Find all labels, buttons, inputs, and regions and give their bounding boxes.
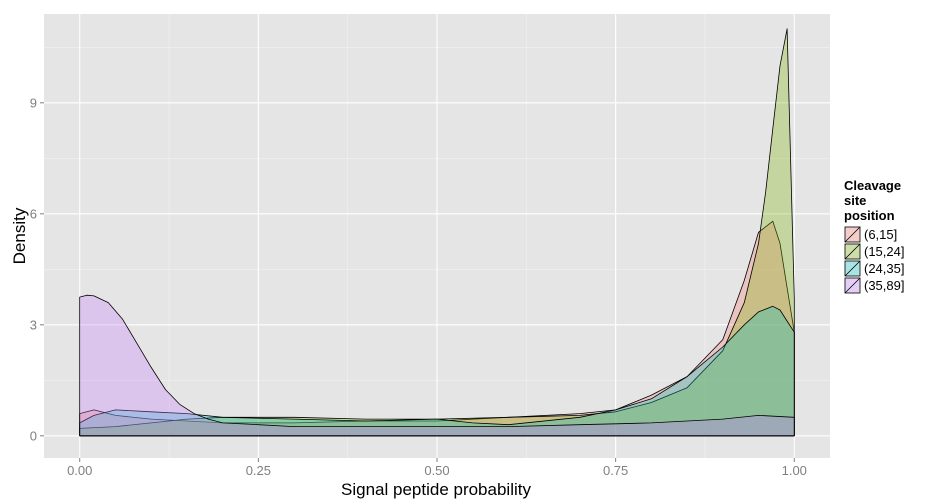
legend-label: (35,89] [864,278,904,293]
y-tick-label: 6 [30,206,37,221]
x-tick-label: 0.75 [603,463,628,478]
y-axis-title: Density [10,207,29,264]
x-tick-label: 1.00 [782,463,807,478]
legend-key-slash [844,260,861,277]
x-tick-label: 0.25 [246,463,271,478]
y-tick-label: 3 [30,317,37,332]
density-area-series-2 [79,28,795,437]
density-area-series-1 [79,220,795,437]
y-axis-ticks: 0 3 6 9 [30,95,44,443]
density-area-series-4 [79,294,795,437]
density-areas [79,28,795,437]
y-tick-label: 0 [30,428,37,443]
legend-key-slash [844,226,861,243]
legend-key-slash [844,243,861,260]
legend-label: (6,15] [864,227,897,242]
legend-title-line-1: Cleavage [844,178,901,193]
legend-label: (15,24] [864,244,904,259]
legend-title-line-3: position [844,208,895,223]
x-axis-ticks: 0.00 0.25 0.50 0.75 1.00 [67,458,807,478]
legend-key-slash [844,277,861,294]
x-axis-title: Signal peptide probability [341,480,531,499]
legend-items: (6,15] (15,24] (24,35] (35,89] [843,225,904,295]
legend: Cleavage site position (6,15] (15,24] (24,… [843,178,904,295]
y-tick-label: 9 [30,95,37,110]
legend-label: (24,35] [864,261,904,276]
x-tick-label: 0.50 [424,463,449,478]
density-area-series-3 [79,305,795,437]
legend-title-line-2: site [844,193,866,208]
x-tick-label: 0.00 [67,463,92,478]
